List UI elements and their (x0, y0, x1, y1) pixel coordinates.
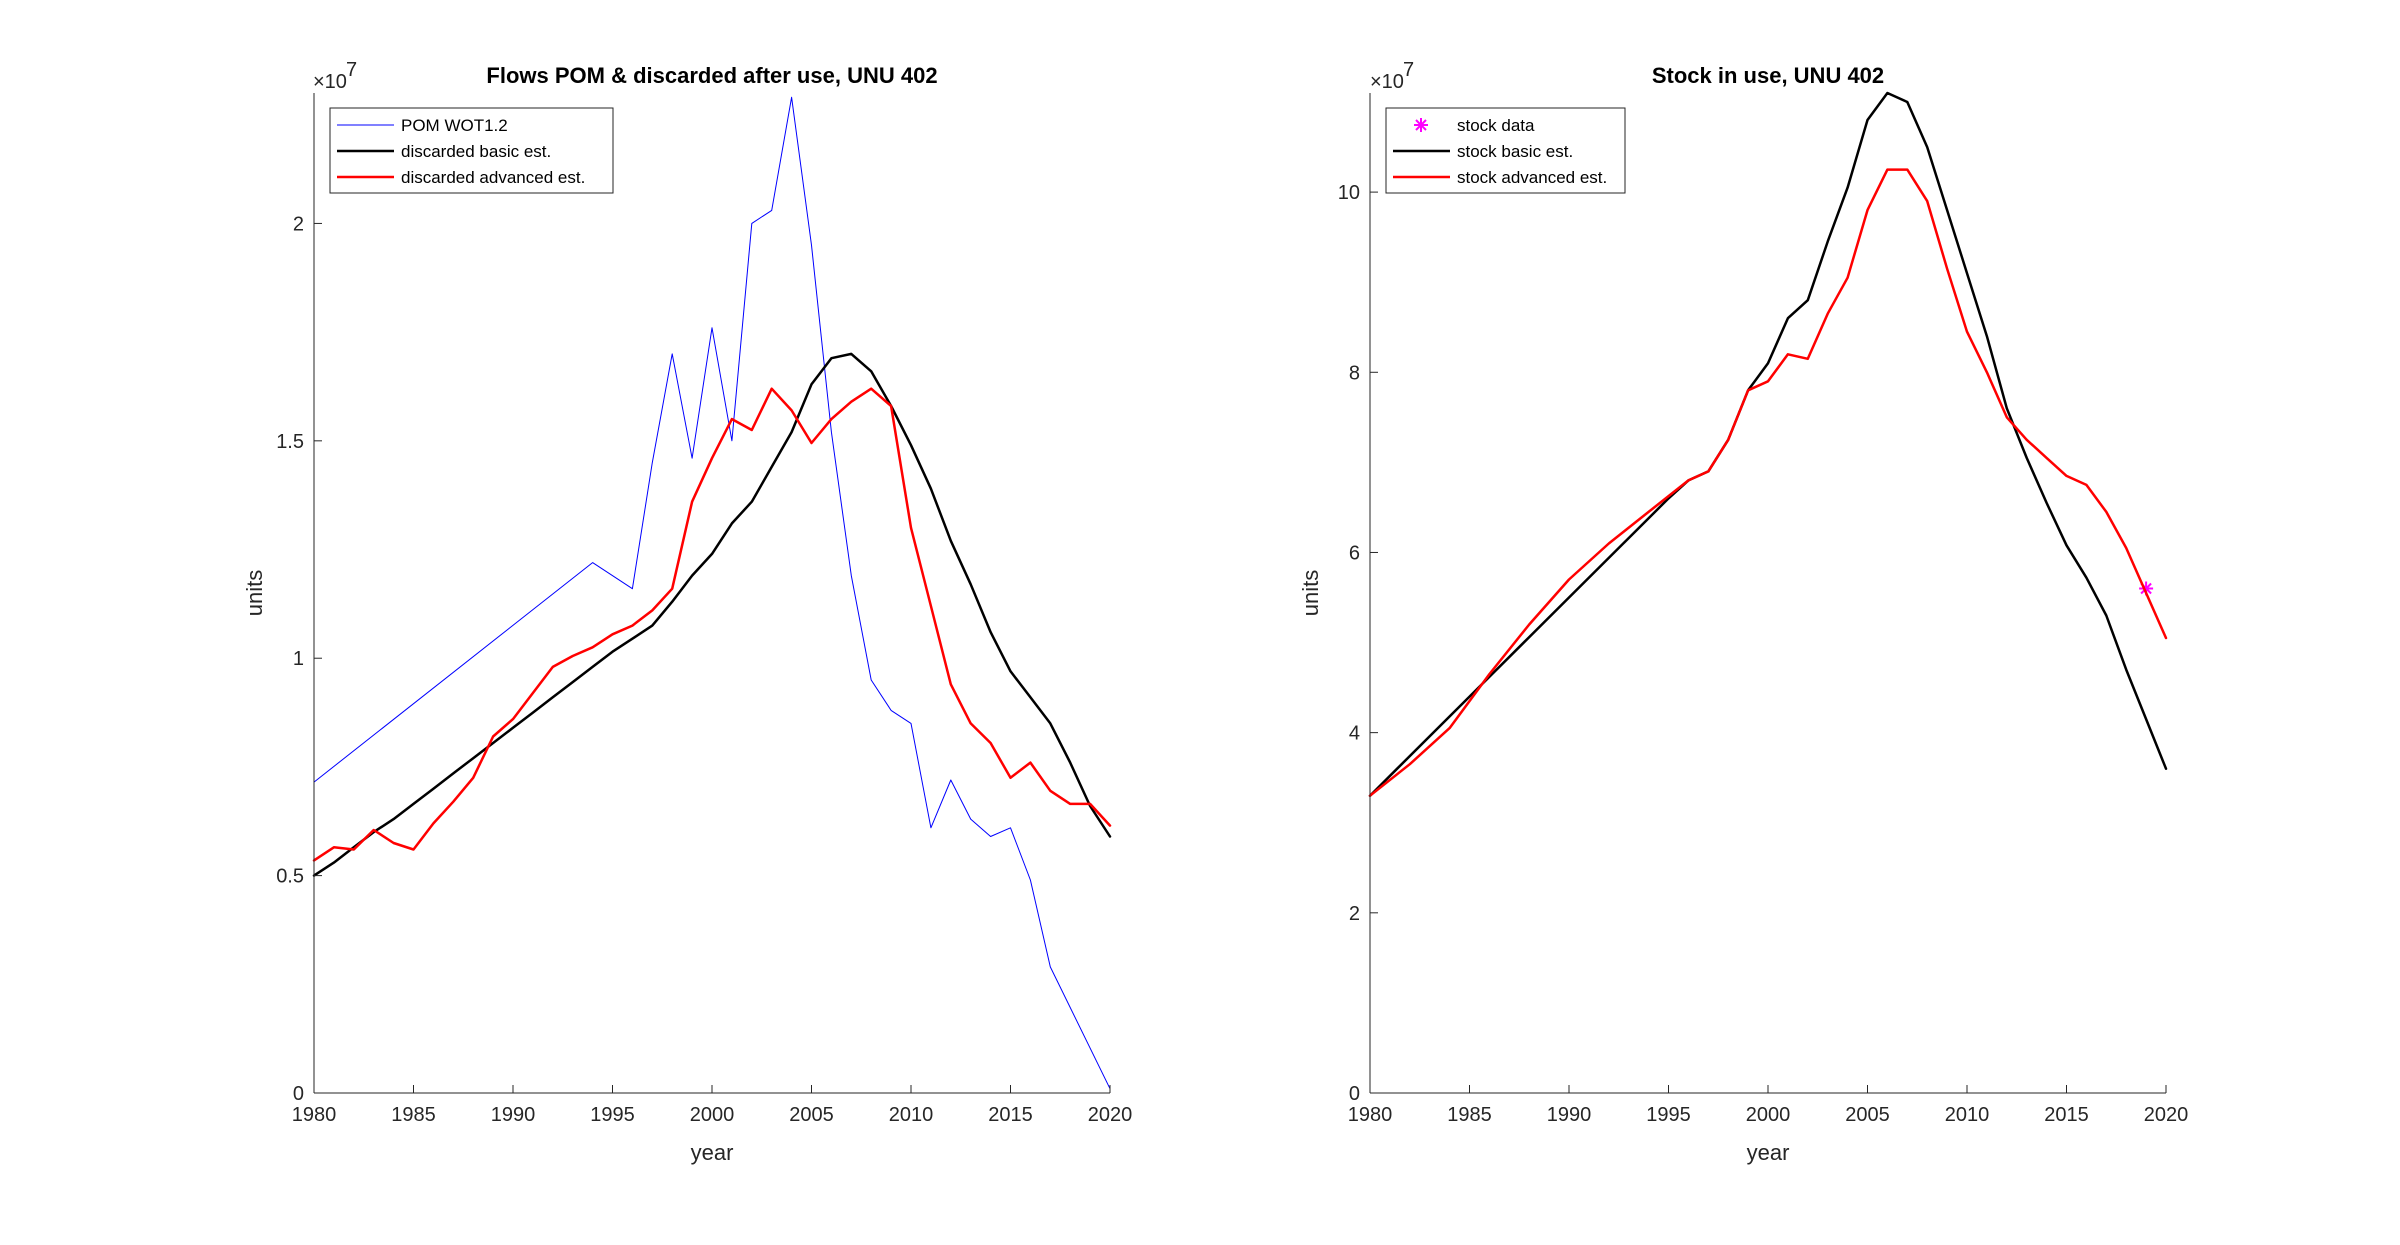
stock-x-tick-label: 1990 (1547, 1104, 1592, 1126)
stock-x-axis-label: year (1747, 1140, 1790, 1165)
stock-x-tick-label: 2015 (2044, 1104, 2089, 1126)
flows-series-group (312, 96, 1112, 1090)
stock-y-tick-label: 0 (1349, 1083, 1360, 1105)
stock-series-group (1368, 91, 2168, 797)
stock-x-tick-label: 1985 (1447, 1104, 1492, 1126)
stock-x-tick-label: 2000 (1746, 1104, 1791, 1126)
flows-x-tick-label: 2005 (789, 1104, 834, 1126)
stock-y-tick-label: 2 (1349, 903, 1360, 925)
stock-y-tick-label: 10 (1338, 182, 1360, 204)
stock-legend-label-basic: stock basic est. (1457, 142, 1573, 161)
flows-series-pom-wot1-2 (313, 96, 1111, 1090)
flows-x-tick-label: 2015 (988, 1104, 1033, 1126)
stock-x-tick-label: 2005 (1845, 1104, 1890, 1126)
stock-x-tick-label: 2020 (2144, 1104, 2189, 1126)
stock-y-tick-label: 4 (1349, 723, 1360, 745)
stock-y-exponent-base: ×10 (1370, 71, 1404, 93)
flows-y-tick-label: 1.5 (276, 431, 304, 453)
stock-y-exponent-power: 7 (1403, 59, 1414, 81)
stock-y-ticks: 0 2 4 6 8 10 (1338, 182, 1378, 1105)
flows-x-tick-label: 1990 (491, 1104, 536, 1126)
stock-plot-area (1370, 93, 2166, 1093)
flows-x-tick-label: 2010 (889, 1104, 934, 1126)
flows-y-axis-label: units (242, 570, 267, 616)
flows-legend: POM WOT1.2 discarded basic est. discarde… (329, 107, 614, 194)
stock-x-tick-label: 2010 (1945, 1104, 1990, 1126)
flows-x-tick-label: 2020 (1088, 1104, 1133, 1126)
stock-x-tick-label: 1980 (1348, 1104, 1393, 1126)
flows-y-tick-label: 2 (293, 213, 304, 235)
flows-y-exponent-base: ×10 (313, 71, 347, 93)
flows-y-ticks: 0 0.5 1 1.5 2 (276, 213, 322, 1105)
flows-x-tick-label: 1995 (590, 1104, 635, 1126)
flows-y-tick-label: 0 (293, 1083, 304, 1105)
flows-legend-label-advanced: discarded advanced est. (401, 168, 585, 187)
stock-legend: stock data stock basic est. stock advanc… (1385, 107, 1626, 194)
flows-series-discarded-basic-est (312, 352, 1112, 877)
flows-y-exponent-power: 7 (346, 59, 357, 81)
flows-plot-area (314, 93, 1110, 1093)
flows-x-tick-label: 2000 (690, 1104, 735, 1126)
stock-legend-label-advanced: stock advanced est. (1457, 168, 1607, 187)
flows-x-ticks: 1980 1985 1990 1995 2000 2005 2010 2015 2020 (292, 1085, 1133, 1126)
flows-legend-label-basic: discarded basic est. (401, 142, 551, 161)
stock-y-axis-label: units (1298, 570, 1323, 616)
stock-y-tick-label: 8 (1349, 362, 1360, 384)
flows-chart: Flows POM & discarded after use, UNU 402… (242, 59, 1132, 1165)
flows-x-tick-label: 1985 (391, 1104, 436, 1126)
stock-series-stock-advanced-est (1368, 168, 2168, 797)
flows-x-tick-label: 1980 (292, 1104, 337, 1126)
stock-legend-label-data: stock data (1457, 116, 1535, 135)
stock-y-tick-label: 6 (1349, 542, 1360, 564)
stock-x-tick-label: 1995 (1646, 1104, 1691, 1126)
stock-chart: Stock in use, UNU 402 ×10 7 1980 1985 1990… (1298, 59, 2188, 1165)
flows-legend-label-pom: POM WOT1.2 (401, 116, 508, 135)
stock-chart-title: Stock in use, UNU 402 (1652, 63, 1884, 88)
flows-x-axis-label: year (691, 1140, 734, 1165)
stock-y-exponent: ×10 7 (1370, 59, 1414, 93)
stock-x-ticks: 1980 1985 1990 1995 2000 2005 2010 2015 2020 (1348, 1085, 2189, 1126)
flows-y-tick-label: 0.5 (276, 866, 304, 888)
flows-chart-title: Flows POM & discarded after use, UNU 402 (486, 63, 937, 88)
flows-y-exponent: ×10 7 (313, 59, 357, 93)
stock-legend-swatch-data (1414, 118, 1428, 132)
flows-series-discarded-advanced-est (312, 387, 1112, 862)
flows-y-tick-label: 1 (293, 648, 304, 670)
